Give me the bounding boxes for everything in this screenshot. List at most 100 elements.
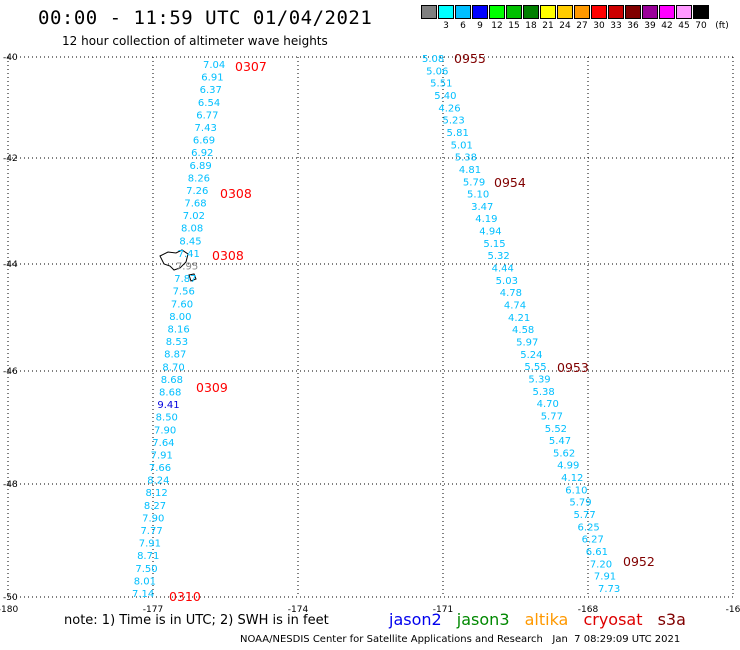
wave-height-west: 8.24 <box>147 476 169 487</box>
wave-height-west: 8.68 <box>159 387 181 398</box>
wave-height-west: 8.01 <box>134 576 156 587</box>
legend-swatch <box>489 5 505 19</box>
wave-height-east: 4.21 <box>508 313 530 324</box>
wave-height-east: 7.73 <box>598 584 620 595</box>
legend-label: 39 <box>644 21 656 31</box>
legend-label: 15 <box>508 21 520 31</box>
legend-label: 33 <box>610 21 622 31</box>
wave-height-west: 7.41 <box>178 249 200 260</box>
sat-altika: altika <box>524 610 569 629</box>
wave-height-east: 5.79 <box>569 498 591 509</box>
wave-height-east: 4.94 <box>479 227 501 238</box>
wave-height-east: 4.74 <box>504 301 526 312</box>
wave-height-east: 5.03 <box>496 276 518 287</box>
x-tick-label: -171 <box>433 605 453 615</box>
wave-height-east: 4.99 <box>557 461 579 472</box>
y-tick-label: -46 <box>3 367 18 377</box>
legend-label: 36 <box>627 21 639 31</box>
wave-height-west: 9.41 <box>157 400 179 411</box>
legend-label: 70 <box>695 21 707 31</box>
legend-label: 30 <box>593 21 605 31</box>
wave-height-west: 6.77 <box>196 110 218 121</box>
y-tick-label: -48 <box>3 480 18 490</box>
pass-time-west: 0307 <box>235 59 267 74</box>
wave-height-east: 7.91 <box>594 572 616 583</box>
wave-height-west: 7.95 <box>176 262 198 273</box>
pass-time-east: 0954 <box>494 175 526 190</box>
wave-height-east: 5.08 <box>422 54 444 65</box>
pitt-island-outline <box>188 273 197 282</box>
wave-height-west: 7.77 <box>140 526 162 537</box>
legend-swatch <box>455 5 471 19</box>
legend-label: 24 <box>559 21 571 31</box>
wave-height-east: 5.55 <box>524 362 546 373</box>
color-legend: 3 6 9 12 15 18 21 24 27 30 33 36 39 42 45 70 (ft) <box>421 5 729 33</box>
legend-swatch <box>591 5 607 19</box>
legend-label: 12 <box>491 21 503 31</box>
legend-label: 21 <box>542 21 554 31</box>
pass-time-west: 0309 <box>196 380 228 395</box>
wave-height-west: 8.00 <box>169 312 191 323</box>
map-subtitle: 12 hour collection of altimeter wave hei… <box>62 34 328 48</box>
legend-label: 18 <box>525 21 537 31</box>
wave-height-east: 5.15 <box>483 239 505 250</box>
wave-height-east: 5.52 <box>545 424 567 435</box>
legend-swatch <box>659 5 675 19</box>
wave-height-east: 5.40 <box>434 91 456 102</box>
pass-time-east: 0952 <box>623 554 655 569</box>
wave-height-west: 8.71 <box>137 551 159 562</box>
wave-height-west: 7.90 <box>154 425 176 436</box>
wave-height-west: 6.69 <box>193 136 215 147</box>
legend-swatch <box>557 5 573 19</box>
wave-height-west: 8.87 <box>164 350 186 361</box>
wave-height-east: 4.58 <box>512 325 534 336</box>
sat-cryosat: cryosat <box>583 610 643 629</box>
wave-height-east: 4.81 <box>459 165 481 176</box>
wave-height-east: 4.70 <box>537 399 559 410</box>
legend-swatch <box>693 5 709 19</box>
legend-swatch <box>540 5 556 19</box>
wave-height-west: 8.70 <box>162 362 184 373</box>
wave-height-west: 8.08 <box>181 224 203 235</box>
wave-height-west: 6.37 <box>200 85 222 96</box>
pass-time-west: 0308 <box>220 186 252 201</box>
track-east: 5.085.065.515.404.265.235.815.015.384.81… <box>422 54 620 595</box>
pass-time-west: 0310 <box>169 589 201 604</box>
legend-label: 6 <box>460 21 466 31</box>
wave-height-east: 6.27 <box>582 535 604 546</box>
wave-height-west: 7.50 <box>135 564 157 575</box>
pass-time-east: 0953 <box>557 360 589 375</box>
wave-height-east: 4.44 <box>492 264 514 275</box>
legend-label: 3 <box>443 21 449 31</box>
footer-credit: NOAA/NESDIS Center for Satellite Applica… <box>240 634 681 645</box>
wave-height-west: 7.87 <box>174 274 196 285</box>
legend-swatch <box>574 5 590 19</box>
wave-height-west: 8.16 <box>168 325 190 336</box>
wave-height-east: 5.10 <box>467 190 489 201</box>
wave-height-east: 5.38 <box>533 387 555 398</box>
wave-height-west: 6.54 <box>198 98 220 109</box>
x-tick-label: -168 <box>578 605 599 615</box>
y-tick-label: -50 <box>3 593 18 603</box>
wave-height-east: 6.25 <box>578 522 600 533</box>
wave-height-east: 5.38 <box>455 153 477 164</box>
legend-label: 45 <box>678 21 690 31</box>
y-tick-label: -40 <box>3 53 18 63</box>
note-text: note: 1) Time is in UTC; 2) SWH is in fe… <box>64 613 329 628</box>
wave-height-east: 6.61 <box>586 547 608 558</box>
legend-swatch <box>608 5 624 19</box>
wave-height-west: 7.04 <box>203 60 225 71</box>
legend-label: 27 <box>576 21 588 31</box>
pass-time-east: 0955 <box>454 51 486 66</box>
wave-height-west: 7.68 <box>184 199 206 210</box>
wave-height-east: 5.97 <box>516 337 538 348</box>
wave-height-west: 7.66 <box>149 463 171 474</box>
wave-height-east: 4.78 <box>500 288 522 299</box>
legend-label: 9 <box>477 21 483 31</box>
wave-height-west: 7.14 <box>132 589 154 600</box>
x-tick-label: -177 <box>143 605 163 615</box>
wave-height-east: 6.10 <box>565 485 587 496</box>
wave-height-east: 7.20 <box>590 559 612 570</box>
legend-unit: (ft) <box>715 21 729 31</box>
